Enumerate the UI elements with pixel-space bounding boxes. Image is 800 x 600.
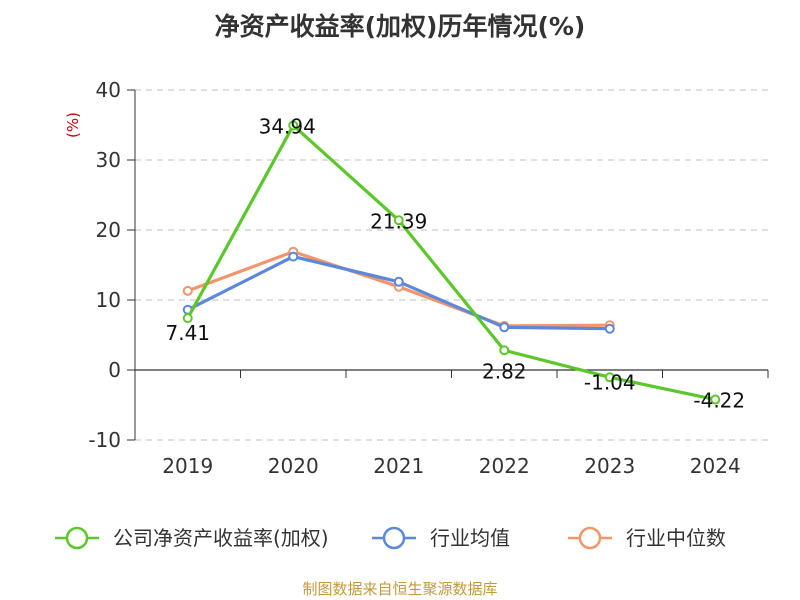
legend-marker (382, 526, 406, 550)
data-label: 7.41 (165, 321, 210, 345)
y-tick-label: 30 (96, 148, 121, 172)
data-point (499, 345, 510, 356)
x-tick-label: 2019 (162, 454, 213, 478)
legend-label: 公司净资产收益率(加权) (113, 526, 329, 550)
series-line (186, 123, 717, 402)
data-label: -1.04 (584, 370, 636, 394)
data-label: -4.22 (693, 389, 745, 413)
data-point (604, 372, 615, 383)
data-point (288, 251, 299, 262)
x-tick-label: 2021 (373, 454, 424, 478)
y-tick-label: 40 (96, 78, 121, 102)
legend-marker (578, 526, 602, 550)
y-tick-label: 10 (96, 288, 121, 312)
chart-title: 净资产收益率(加权)历年情况(%) (215, 12, 586, 41)
data-labels: 7.41 34.94 21.39 2.82 -1.04 -4.22 (165, 114, 745, 412)
y-tick-label: 0 (108, 358, 121, 382)
legend: 公司净资产收益率(加权) 行业均值 行业中位数 (55, 526, 726, 550)
data-point (393, 276, 404, 287)
data-point (710, 394, 721, 405)
y-tick-label: -10 (88, 428, 121, 452)
legend-marker (65, 526, 89, 550)
data-point (182, 285, 193, 296)
grid-lines (135, 89, 768, 441)
data-point (393, 215, 404, 226)
x-tick-label: 2023 (584, 454, 635, 478)
x-tick-label: 2022 (479, 454, 530, 478)
y-tick-label: 20 (96, 218, 121, 242)
data-label: 2.82 (482, 359, 527, 383)
data-point (288, 120, 299, 131)
data-point (604, 323, 615, 334)
axes: -10 0 10 20 30 40 2019 2020 2021 2022 2023 2024 (88, 78, 769, 478)
x-tick-label: 2024 (690, 454, 741, 478)
series-lines (182, 120, 721, 405)
data-point (499, 322, 510, 333)
x-tick-label: 2020 (268, 454, 319, 478)
data-label: 34.94 (259, 114, 316, 138)
y-axis-label: (%) (64, 112, 82, 138)
source-note: 制图数据来自恒生聚源数据库 (302, 580, 497, 598)
legend-label: 行业均值 (430, 526, 510, 550)
legend-label: 行业中位数 (626, 526, 726, 550)
data-point (182, 313, 193, 324)
data-label: 21.39 (370, 209, 427, 233)
